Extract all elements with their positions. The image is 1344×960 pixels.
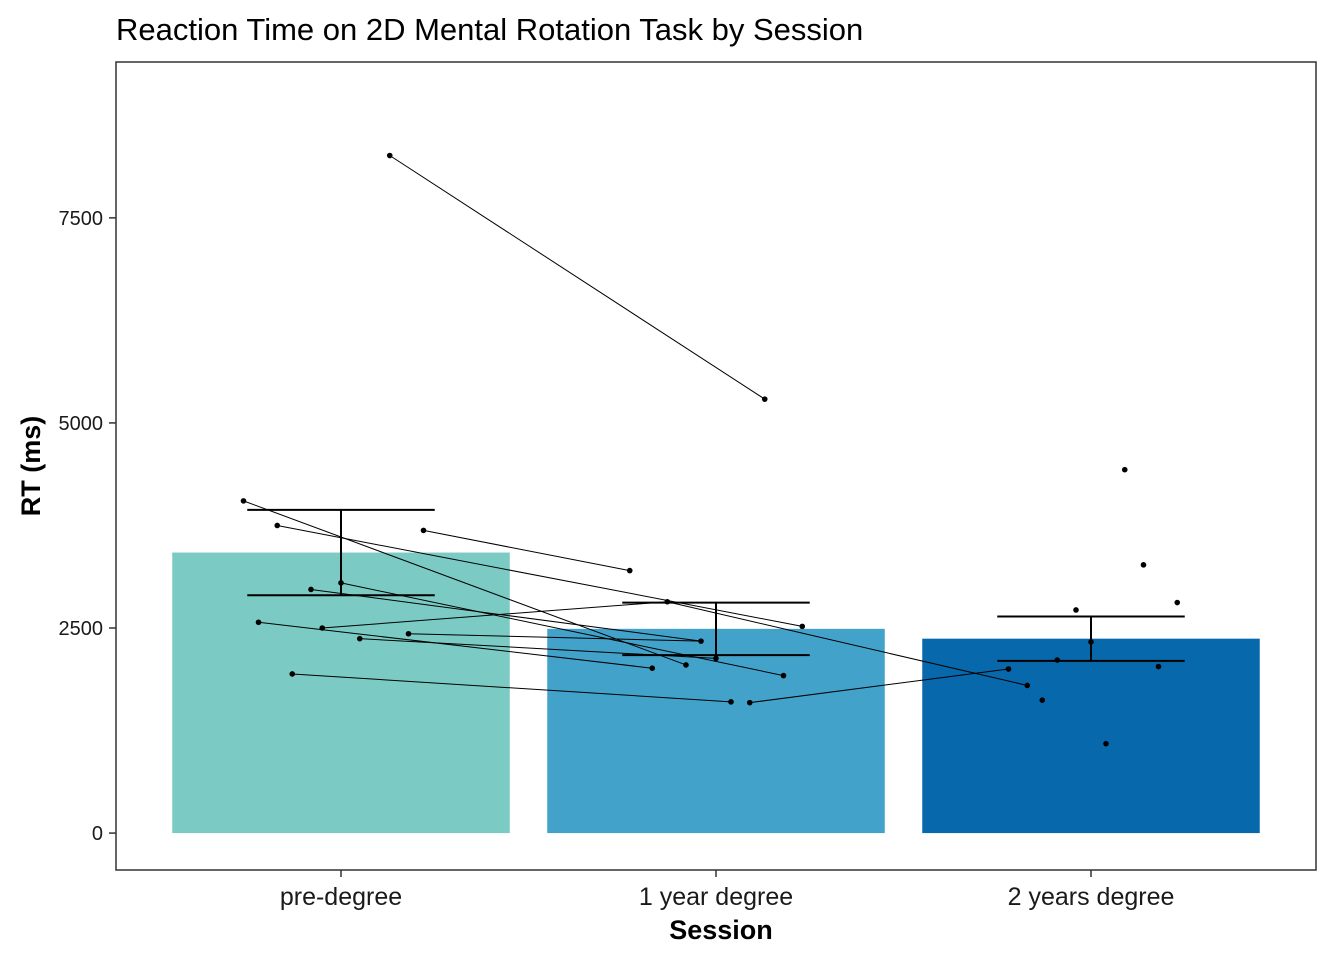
error-bar-3 [997,615,1185,662]
data-point-33 [1103,740,1109,747]
connector-line-13 [667,601,1028,686]
x-axis: pre-degree 1 year degree 2 years degree [280,870,1175,911]
chart-title: Reaction Time on 2D Mental Rotation Task… [116,12,863,47]
data-point-21 [728,699,734,705]
data-point-18 [649,665,656,672]
y-tick-label: 2500 [59,618,104,640]
data-point-12 [761,396,768,402]
data-point-27 [1088,639,1094,645]
data-point-31 [1024,682,1031,689]
data-point-29 [1005,666,1012,672]
bar-3 [922,638,1260,834]
y-tick-label: 7500 [59,208,104,230]
y-tick-label: 5000 [59,413,104,435]
data-point-25 [1174,599,1181,606]
data-point-24 [1140,562,1147,568]
y-tick-label: 0 [92,823,103,845]
x-axis-label: Session [669,915,773,945]
connector-line-12 [749,668,1009,704]
data-point-19 [683,662,689,668]
data-point-13 [626,567,633,574]
data-point-8 [356,635,363,642]
data-point-5 [338,580,344,586]
data-point-11 [386,152,393,159]
error-bars [247,508,1185,662]
data-point-17 [713,655,719,662]
data-point-14 [664,598,671,605]
data-point-22 [746,699,753,706]
x-tick-label: 2 years degree [1008,883,1175,911]
x-tick-label: pre-degree [280,883,402,911]
data-point-23 [1121,466,1128,473]
data-point-6 [255,619,262,626]
data-point-2 [274,522,281,529]
connector-line-7 [322,601,668,629]
data-point-7 [319,625,326,631]
x-tick-label: 1 year degree [639,883,793,911]
data-point-9 [405,630,412,637]
bar-1 [172,552,510,834]
data-point-1 [240,498,247,504]
connector-lines [243,155,1028,704]
data-point-20 [780,672,787,679]
connector-line-5 [340,582,784,677]
connector-line-11 [389,155,766,400]
data-points [240,152,1181,747]
data-point-4 [308,586,314,593]
connector-line-1 [243,500,687,666]
y-axis-label: RT (ms) [16,416,46,517]
error-bar-2 [622,601,810,657]
data-point-16 [698,638,704,644]
data-point-3 [420,527,427,534]
connector-line-2 [277,524,803,627]
data-point-28 [1054,657,1061,663]
data-point-26 [1073,607,1079,613]
data-point-15 [799,623,806,630]
connector-line-4 [310,588,702,642]
data-point-10 [289,671,296,677]
data-point-30 [1155,663,1162,670]
connector-line-9 [408,633,702,642]
data-point-32 [1039,697,1046,703]
y-axis: 0 2500 5000 7500 [59,208,116,845]
connector-line-10 [292,673,732,703]
connector-line-3 [423,529,630,572]
